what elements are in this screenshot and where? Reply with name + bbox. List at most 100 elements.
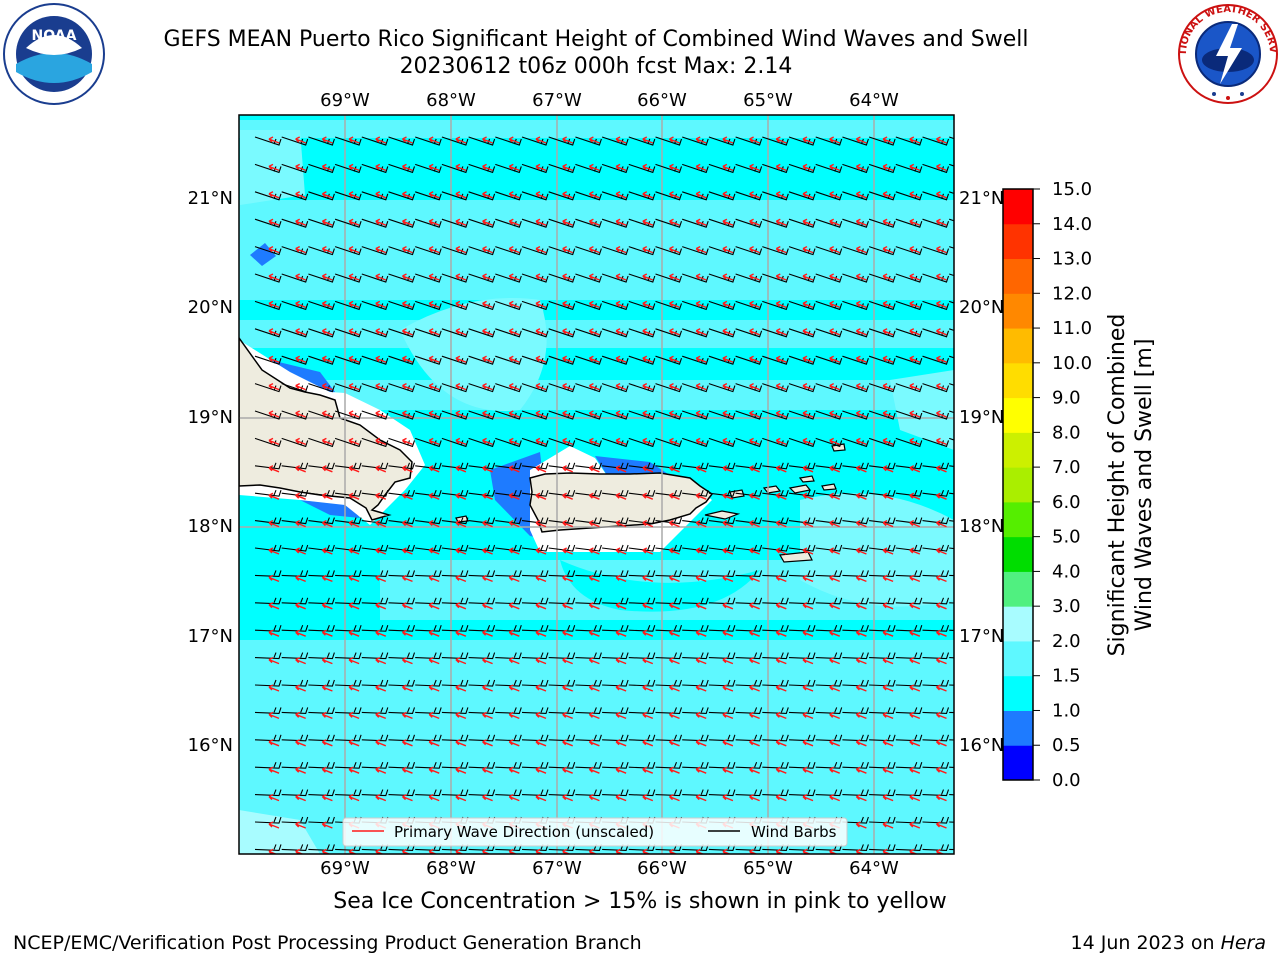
colorbar-segment [1003, 258, 1033, 294]
wave-direction-arrow [882, 136, 894, 144]
wind-barb [628, 679, 656, 687]
colorbar-tick-label: 5.0 [1052, 527, 1081, 548]
footer-date: 14 Jun 2023 on Hera [1071, 932, 1266, 954]
wave-direction-arrow [375, 793, 387, 802]
wave-direction-arrow [455, 711, 467, 720]
wind-barb [575, 652, 602, 660]
wave-direction-arrow [963, 329, 973, 335]
wind-barb [308, 789, 335, 797]
wind-barb [655, 707, 683, 714]
wave-direction-arrow [268, 191, 280, 199]
wave-direction-arrow [802, 328, 814, 336]
wind-barb [335, 462, 362, 470]
wave-direction-arrow [535, 355, 547, 363]
wave-direction-arrow [695, 410, 707, 418]
lat-label-left: 21°N [188, 188, 233, 209]
wave-direction-arrow [588, 273, 600, 281]
wave-direction-arrow [829, 711, 840, 720]
wind-barb [254, 489, 282, 497]
wave-direction-arrow [669, 245, 680, 254]
wave-direction-arrow [963, 685, 973, 691]
wave-direction-arrow [508, 465, 520, 473]
wave-direction-arrow [535, 492, 547, 500]
wave-direction-arrow [722, 437, 734, 446]
wave-direction-arrow [482, 766, 493, 774]
wind-barb [708, 517, 736, 525]
wind-barb [788, 462, 816, 470]
wave-direction-arrow [268, 519, 280, 528]
colorbar-tick-label: 3.0 [1052, 596, 1081, 617]
wave-direction-arrow [855, 136, 867, 144]
wind-barb [441, 517, 469, 525]
wave-direction-arrow [963, 849, 973, 855]
wave-direction-arrow [642, 437, 654, 446]
wave-direction-arrow [695, 273, 707, 281]
wind-barb [468, 761, 496, 769]
wave-direction-arrow [936, 191, 947, 199]
wave-direction-arrow [669, 547, 680, 555]
wind-barb [762, 462, 789, 470]
wind-barb [548, 679, 576, 687]
wind-barb [922, 734, 950, 742]
wave-direction-arrow [321, 328, 333, 336]
wave-direction-arrow [428, 382, 440, 391]
wind-barb [548, 789, 576, 797]
wave-direction-arrow [802, 465, 814, 473]
wave-direction-arrow [428, 656, 440, 665]
wave-direction-arrow [295, 547, 306, 555]
wave-direction-arrow [882, 684, 894, 692]
wind-barb [388, 462, 416, 470]
wind-barb [335, 489, 362, 497]
wind-barb [788, 624, 816, 632]
wind-barb [628, 761, 656, 769]
wave-direction-arrow [455, 547, 467, 555]
wave-direction-arrow [535, 739, 547, 747]
colorbar-tick-label: 8.0 [1052, 422, 1081, 443]
wave-direction-arrow [802, 711, 814, 720]
lon-labels-bottom: 69°W 68°W 67°W 66°W 65°W 64°W [320, 858, 899, 879]
wave-direction-arrow [482, 136, 493, 144]
wave-direction-arrow [295, 382, 306, 391]
wave-direction-arrow [321, 437, 333, 446]
wave-direction-arrow [295, 766, 306, 774]
wave-direction-arrow [829, 218, 840, 226]
wave-direction-arrow [749, 136, 760, 144]
wind-barb [682, 462, 709, 470]
wind-barb [281, 707, 309, 714]
wave-direction-arrow [348, 656, 360, 665]
wave-direction-arrow [482, 437, 493, 446]
wind-barb [361, 462, 389, 470]
lon-label-top: 69°W [320, 90, 370, 111]
wave-direction-arrow [375, 602, 387, 610]
wave-direction-arrow [882, 656, 894, 665]
wind-barb [842, 570, 869, 577]
wave-direction-arrow [642, 766, 654, 774]
wind-barb-legend-label: Wind Barbs [751, 823, 837, 841]
wind-barb [628, 570, 656, 577]
wave-direction-arrow [829, 684, 840, 692]
wind-barb [361, 652, 389, 660]
wave-direction-arrow [508, 437, 520, 446]
wind-barb [468, 652, 496, 660]
wind-barb [495, 679, 522, 687]
wave-direction-arrow [482, 465, 493, 473]
wind-barb [602, 597, 629, 605]
wave-direction-arrow [588, 191, 600, 199]
wave-direction-arrow [321, 547, 333, 555]
wind-barb [682, 734, 709, 742]
wave-direction-arrow [963, 384, 973, 390]
wind-barb [842, 489, 869, 497]
wave-direction-arrow [375, 136, 387, 144]
wave-direction-arrow [482, 547, 493, 555]
wind-barb [308, 707, 335, 714]
wave-direction-arrow [642, 519, 654, 528]
wind-barb [628, 544, 656, 552]
wind-barb [895, 816, 923, 824]
wave-direction-arrow [855, 547, 867, 555]
wind-barb [869, 517, 896, 525]
wave-direction-arrow [375, 191, 387, 199]
wave-direction-arrow [321, 492, 333, 500]
wave-direction-arrow [428, 793, 440, 802]
wave-direction-arrow [535, 136, 547, 144]
wave-direction-arrow [642, 629, 654, 637]
